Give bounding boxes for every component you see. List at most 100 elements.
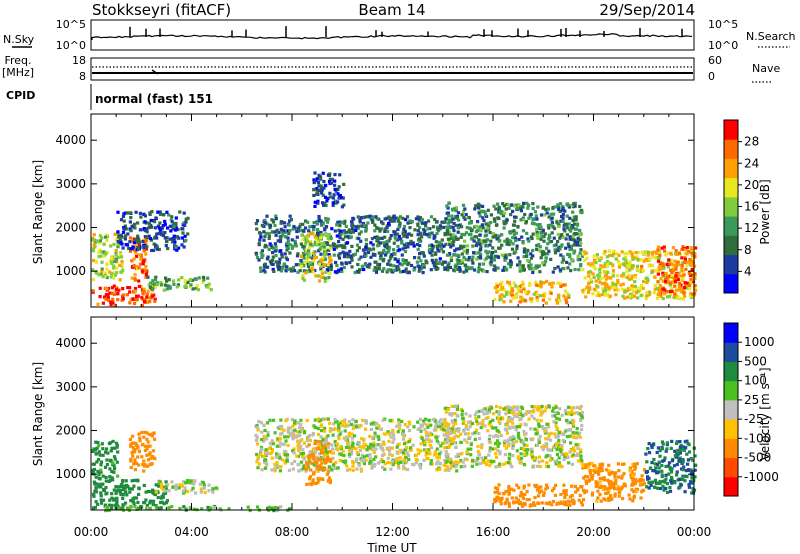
scatter-cell bbox=[168, 237, 172, 241]
scatter-cell bbox=[486, 459, 491, 463]
scatter-cell bbox=[642, 259, 646, 263]
scatter-cell bbox=[469, 232, 473, 236]
scatter-cell bbox=[292, 224, 296, 229]
scatter-cell bbox=[376, 443, 380, 447]
scatter-cell bbox=[547, 237, 551, 241]
scatter-cell bbox=[628, 466, 632, 470]
scatter-cell bbox=[546, 448, 550, 452]
scatter-cell bbox=[265, 421, 270, 425]
scatter-cell bbox=[290, 432, 294, 436]
scatter-cell bbox=[324, 183, 328, 188]
scatter-cell bbox=[496, 487, 500, 491]
scatter-cell bbox=[518, 263, 522, 267]
scatter-cell bbox=[322, 203, 326, 207]
scatter-cell bbox=[438, 452, 442, 456]
scatter-cell bbox=[491, 426, 495, 430]
scatter-cell bbox=[299, 460, 304, 464]
scatter-cell bbox=[445, 440, 449, 444]
scatter-cell bbox=[121, 479, 125, 483]
scatter-cell bbox=[507, 491, 511, 495]
scatter-cell bbox=[563, 495, 567, 499]
scatter-cell bbox=[492, 258, 496, 262]
scatter-cell bbox=[445, 429, 450, 433]
scatter-cell bbox=[564, 489, 568, 493]
scatter-cell bbox=[669, 268, 673, 272]
scatter-cell bbox=[328, 238, 332, 242]
scatter-cell bbox=[424, 224, 428, 228]
scatter-cell bbox=[685, 281, 689, 285]
scatter-cell bbox=[300, 468, 304, 472]
scatter-cell bbox=[131, 497, 135, 501]
scatter-cell bbox=[401, 247, 405, 251]
scatter-cell bbox=[511, 446, 515, 450]
scatter-cell bbox=[270, 448, 274, 452]
scatter-cell bbox=[520, 504, 525, 508]
scatter-cell bbox=[535, 298, 539, 302]
scatter-cell bbox=[132, 441, 136, 445]
scatter-cell bbox=[137, 449, 141, 454]
scatter-cell bbox=[147, 283, 151, 287]
scatter-cell bbox=[571, 219, 575, 223]
scatter-cell bbox=[115, 260, 119, 264]
scatter-cell bbox=[260, 249, 264, 253]
scatter-cell bbox=[538, 245, 542, 249]
scatter-cell bbox=[443, 266, 448, 270]
scatter-cell bbox=[673, 263, 677, 267]
scatter-cell bbox=[407, 457, 411, 461]
scatter-cell bbox=[349, 231, 353, 235]
scatter-cell bbox=[270, 439, 274, 443]
scatter-cell bbox=[524, 299, 528, 303]
scatter-cell bbox=[639, 284, 644, 288]
scatter-cell bbox=[603, 292, 607, 296]
scatter-cell bbox=[646, 278, 650, 283]
scatter-cell bbox=[494, 455, 499, 459]
scatter-cell bbox=[300, 233, 304, 237]
scatter-cell bbox=[100, 250, 104, 254]
scatter-cell bbox=[390, 459, 394, 464]
scatter-cell bbox=[268, 224, 273, 228]
scatter-cell bbox=[148, 507, 152, 511]
scatter-cell bbox=[299, 263, 303, 267]
scatter-cell bbox=[564, 298, 568, 302]
scatter-cell bbox=[293, 242, 298, 246]
scatter-cell bbox=[681, 297, 685, 301]
scatter-cell bbox=[526, 448, 530, 452]
scatter-cell bbox=[400, 419, 404, 424]
scatter-cell bbox=[282, 229, 286, 233]
scatter-cell bbox=[565, 452, 569, 456]
scatter-cell bbox=[457, 259, 461, 263]
scatter-cell bbox=[495, 495, 499, 499]
scatter-cell bbox=[455, 216, 459, 220]
scatter-cell bbox=[314, 274, 318, 278]
scatter-cell bbox=[160, 225, 164, 230]
scatter-cell bbox=[474, 235, 479, 239]
scatter-cell bbox=[308, 438, 312, 442]
scatter-cell bbox=[136, 236, 140, 240]
scatter-cell bbox=[580, 503, 585, 507]
scatter-cell bbox=[376, 240, 381, 244]
scatter-cell bbox=[422, 232, 426, 236]
scatter-cell bbox=[537, 455, 541, 459]
scatter-cell bbox=[123, 224, 127, 228]
scatter-cell bbox=[543, 252, 547, 256]
scatter-cell bbox=[91, 449, 95, 453]
scatter-cell bbox=[463, 432, 468, 436]
scatter-cell bbox=[503, 439, 507, 443]
scatter-cell bbox=[285, 458, 289, 462]
scatter-cell bbox=[350, 449, 354, 453]
scatter-cell bbox=[387, 249, 391, 253]
scatter-cell bbox=[345, 423, 349, 427]
scatter-cell bbox=[598, 476, 602, 481]
scatter-cell bbox=[514, 428, 518, 432]
scatter-cell bbox=[487, 440, 491, 444]
scatter-cell bbox=[190, 278, 194, 282]
scatter-cell bbox=[566, 202, 570, 206]
scatter-cell bbox=[509, 419, 513, 423]
scatter-cell bbox=[301, 273, 305, 277]
scatter-cell bbox=[264, 466, 268, 470]
scatter-cell bbox=[588, 471, 593, 475]
scatter-cell bbox=[282, 221, 287, 225]
scatter-cell bbox=[525, 292, 529, 296]
scatter-cell bbox=[478, 242, 482, 246]
scatter-cell bbox=[567, 461, 571, 465]
